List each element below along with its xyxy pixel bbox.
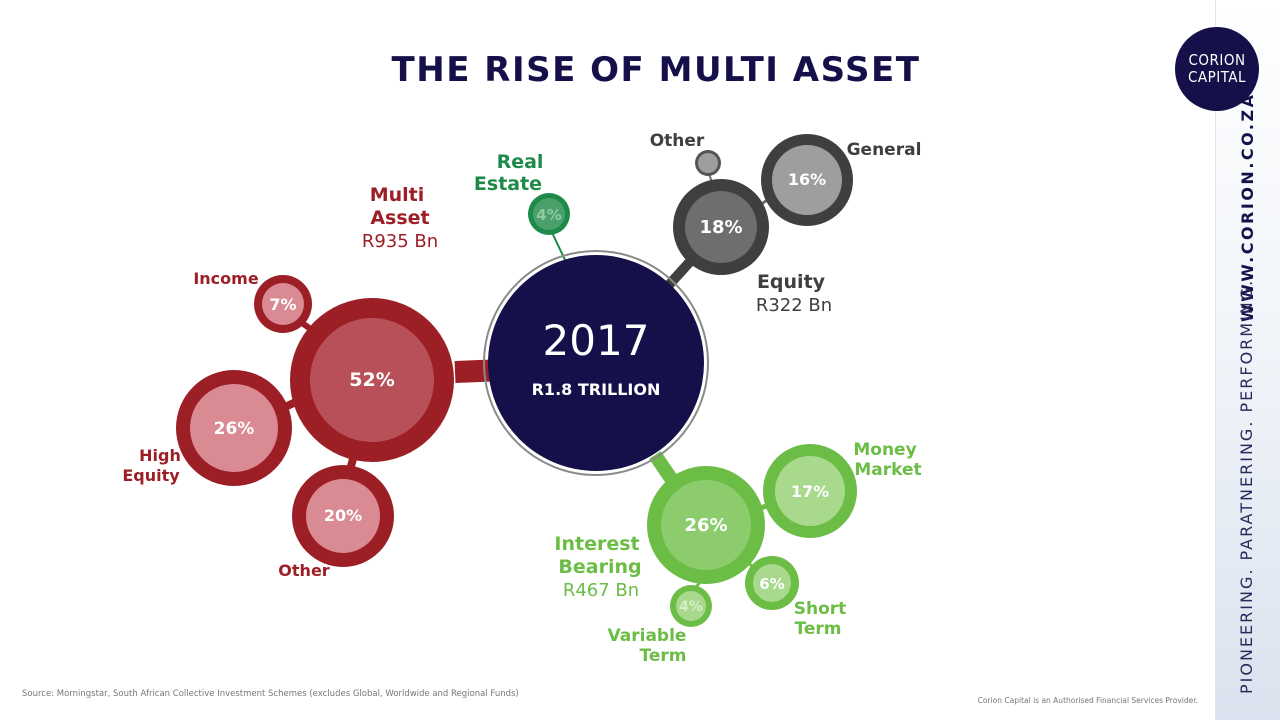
equity-amount: R322 Bn [756,295,832,316]
bubble-real-estate-inner [533,198,565,230]
interest-bearing-name-1: Interest [554,533,639,555]
interest-bearing-amount: R467 Bn [563,580,639,601]
real-estate-name-1: Real [497,151,544,173]
income-pct: 7% [269,295,296,314]
center-total: R1.8 TRILLION [532,380,661,399]
interest-bearing-pct: 26% [684,515,727,536]
page-title: THE RISE OF MULTI ASSET [391,50,921,90]
high-equity-label-2: Equity [122,466,180,485]
equity-pct: 18% [699,217,742,238]
connector-interest-bearing [649,451,678,484]
short-term-label-1: Short [794,599,847,619]
corion-capital-logo: CORION CAPITAL [1175,27,1259,111]
bubble-money-market-inner [775,456,845,526]
bubble-short-term-inner [753,564,791,602]
money-market-label-1: Money [853,440,916,460]
variable-term-label-2: Term [640,646,687,666]
other-multi-asset-pct: 20% [324,506,362,525]
bubble-income-inner [262,283,304,325]
equity-name: Equity [757,271,826,293]
source-note: Source: Morningstar, South African Colle… [22,689,519,699]
multi-asset-amount: R935 Bn [362,231,438,252]
money-market-pct: 17% [791,482,829,501]
variable-term-pct: 4% [679,599,703,615]
real-estate-name-2: Estate [474,173,542,195]
bubble-variable-term-inner [676,591,706,621]
bubble-other-multi-asset-inner [306,479,380,553]
multi-asset-name-1: Multi [370,184,425,206]
high-equity-pct: 26% [214,419,255,439]
multi-asset-pct: 52% [349,369,394,391]
real-estate-pct: 4% [536,206,561,224]
other-multi-asset-label: Other [278,561,329,580]
multi-asset-name-2: Asset [370,207,429,229]
general-label: General [847,140,922,160]
equity-other-label: Other [650,131,705,151]
high-equity-label-1: High [139,446,181,465]
logo-line-2: CAPITAL [1187,68,1247,86]
interest-bearing-name-2: Bearing [558,556,641,578]
disclaimer-note: Corion Capital is an Authorised Financia… [977,696,1198,705]
short-term-pct: 6% [759,575,784,593]
income-label: Income [193,269,258,288]
bubble-multi-asset-inner [310,318,434,442]
short-term-label-2: Term [795,619,842,639]
center-year: 2017 [543,316,650,365]
bubble-general-inner [772,145,842,215]
brand-sidebar [1215,0,1280,720]
bubble-interest-bearing-inner [661,480,751,570]
bubble-equity-inner [685,191,757,263]
logo-line-1: CORION [1188,51,1246,69]
center-ring [483,250,709,476]
bubble-equity-other-inner [698,153,718,173]
brand-tagline: PIONEERING. PARATNERING. PERFORMING. [1237,278,1256,694]
money-market-label-2: Market [854,460,921,480]
asset-bubble-diagram: 2017 R1.8 TRILLION 52% 7% 26% 20% Multi … [122,131,922,666]
center-circle [488,255,704,471]
variable-term-label-1: Variable [608,626,687,646]
bubble-high-equity-inner [190,384,278,472]
general-pct: 16% [788,170,826,189]
